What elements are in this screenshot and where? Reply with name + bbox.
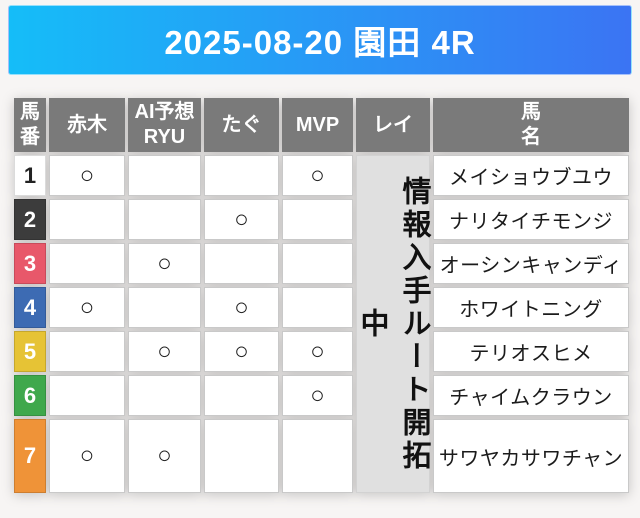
mark-tagu: ○ [204,287,279,328]
race-title: 2025-08-20 園田 4R [164,24,476,61]
mark-mvp [282,419,353,493]
mark-ai-ryu: ○ [128,243,201,284]
horse-name: ホワイトニング [433,287,629,328]
mark-akagi [49,375,125,416]
mark-ai-ryu: ○ [128,419,201,493]
mark-ai-ryu [128,155,201,196]
col-header-akagi: 赤木 [49,98,125,152]
table-row: 4 ○ ○ ホワイトニング [14,287,629,328]
mark-tagu [204,155,279,196]
table-row: 1 ○ ○ 情報入手ルート開拓中 メイショウブユウ [14,155,629,493]
horse-name: サワヤカサワチャン [433,419,629,493]
mark-akagi [49,243,125,284]
horse-name: オーシンキャンディ [433,243,629,284]
mark-ai-ryu [128,375,201,416]
race-header-banner: 2025-08-20 園田 4R [8,5,632,75]
horse-number: 4 [14,287,46,328]
mark-mvp: ○ [282,331,353,372]
col-header-horse-name: 馬 名 [433,98,629,152]
mark-akagi: ○ [49,155,125,196]
rei-status-vertical-text: 情報入手ルート開拓中 [356,155,430,493]
table-row: 7 ○ ○ サワヤカサワチャン [14,419,629,493]
horse-number: 6 [14,375,46,416]
horse-name: ナリタイチモンジ [433,199,629,240]
mark-tagu: ○ [204,331,279,372]
horse-number: 3 [14,243,46,284]
mark-ai-ryu [128,199,201,240]
mark-tagu: ○ [204,199,279,240]
prediction-table: 馬 番 赤木 AI予想 RYU たぐ MVP レイ 馬 名 1 ○ ○ 情報入手… [11,95,632,496]
mark-ai-ryu: ○ [128,331,201,372]
col-header-tagu: たぐ [204,98,279,152]
mark-tagu [204,419,279,493]
mark-mvp [282,287,353,328]
mark-ai-ryu [128,287,201,328]
table-row: 5 ○ ○ ○ テリオスヒメ [14,331,629,372]
horse-name: テリオスヒメ [433,331,629,372]
mark-mvp [282,243,353,284]
mark-mvp: ○ [282,155,353,196]
mark-akagi: ○ [49,287,125,328]
mark-mvp: ○ [282,375,353,416]
horse-name: チャイムクラウン [433,375,629,416]
mark-akagi [49,199,125,240]
col-header-horse-number: 馬 番 [14,98,46,152]
table-header-row: 馬 番 赤木 AI予想 RYU たぐ MVP レイ 馬 名 [14,98,629,152]
table-row: 2 ○ ナリタイチモンジ [14,199,629,240]
table-row: 6 ○ チャイムクラウン [14,375,629,416]
horse-number: 1 [14,155,46,196]
col-header-rei: レイ [356,98,430,152]
horse-number: 2 [14,199,46,240]
mark-mvp [282,199,353,240]
mark-tagu [204,243,279,284]
mark-tagu [204,375,279,416]
col-header-mvp: MVP [282,98,353,152]
horse-number: 5 [14,331,46,372]
mark-akagi [49,331,125,372]
horse-name: メイショウブユウ [433,155,629,196]
horse-number: 7 [14,419,46,493]
mark-akagi: ○ [49,419,125,493]
table-row: 3 ○ オーシンキャンディ [14,243,629,284]
col-header-ai-ryu: AI予想 RYU [128,98,201,152]
